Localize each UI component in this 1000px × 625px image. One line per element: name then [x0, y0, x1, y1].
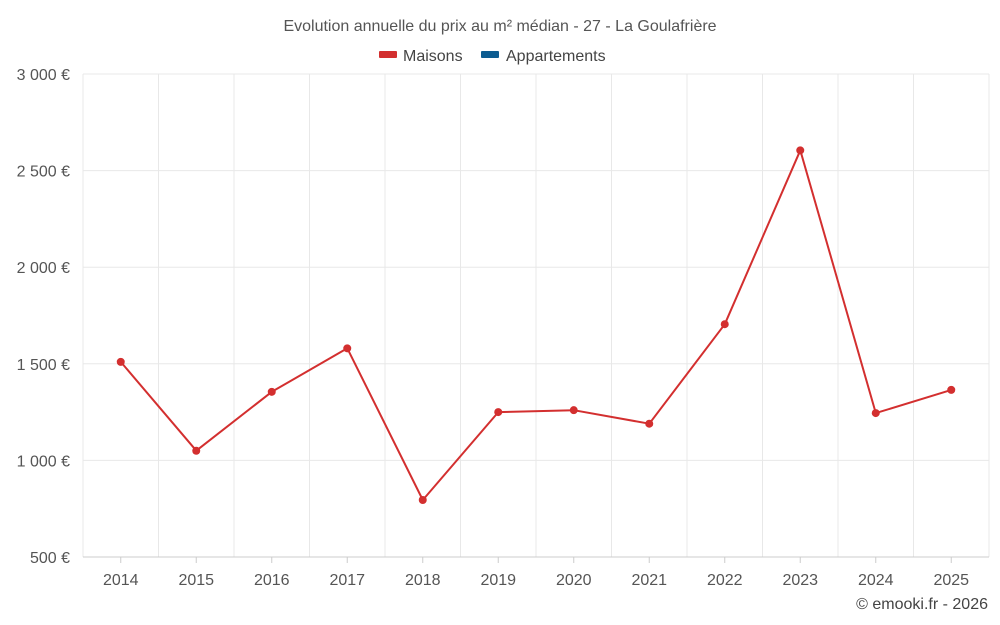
data-point[interactable]	[267, 387, 276, 396]
x-tick-label: 2025	[933, 572, 969, 589]
x-tick-label: 2016	[254, 572, 290, 589]
series-layer	[116, 146, 956, 505]
x-tick-label: 2015	[178, 572, 214, 589]
x-tick-label: 2020	[556, 572, 592, 589]
x-tick-label: 2017	[329, 572, 365, 589]
legend-item-appartements[interactable]: Appartements	[481, 48, 606, 65]
data-point[interactable]	[645, 419, 654, 428]
x-tick-label: 2022	[707, 572, 743, 589]
data-point[interactable]	[720, 320, 729, 329]
x-tick-label: 2018	[405, 572, 441, 589]
y-tick-label: 1 000 €	[17, 453, 70, 470]
x-tick-label: 2024	[858, 572, 894, 589]
legend-label-appartements: Appartements	[506, 48, 606, 65]
data-point[interactable]	[871, 409, 880, 418]
legend-item-maisons[interactable]: Maisons	[379, 48, 463, 65]
legend-label-maisons: Maisons	[403, 48, 463, 65]
legend-swatch-maisons	[379, 51, 397, 58]
data-point[interactable]	[569, 406, 578, 415]
data-point[interactable]	[343, 344, 352, 353]
data-point[interactable]	[796, 146, 805, 155]
data-point[interactable]	[494, 408, 503, 417]
axis-layer: 500 € 1 000 € 1 500 € 2 000 € 2 500 € 3 000 €…	[17, 67, 989, 589]
x-tick-label: 2014	[103, 572, 139, 589]
y-tick-label: 2 000 €	[17, 260, 70, 277]
y-tick-label: 500 €	[30, 550, 70, 567]
y-tick-label: 3 000 €	[17, 67, 70, 84]
x-tick-label: 2019	[480, 572, 516, 589]
y-tick-label: 1 500 €	[17, 357, 70, 374]
series-line-maisons	[120, 149, 952, 501]
x-tick-label: 2021	[631, 572, 667, 589]
data-point[interactable]	[418, 496, 427, 505]
legend: Maisons Appartements	[379, 48, 606, 65]
data-point[interactable]	[947, 385, 956, 394]
y-tick-label: 2 500 €	[17, 164, 70, 181]
legend-swatch-appartements	[481, 51, 499, 58]
grid-layer	[82, 73, 990, 558]
data-point[interactable]	[192, 446, 201, 455]
x-tick-label: 2023	[782, 572, 818, 589]
data-point[interactable]	[116, 357, 125, 366]
chart-title: Evolution annuelle du prix au m² médian …	[283, 18, 716, 35]
credit-text: © emooki.fr - 2026	[856, 596, 988, 613]
